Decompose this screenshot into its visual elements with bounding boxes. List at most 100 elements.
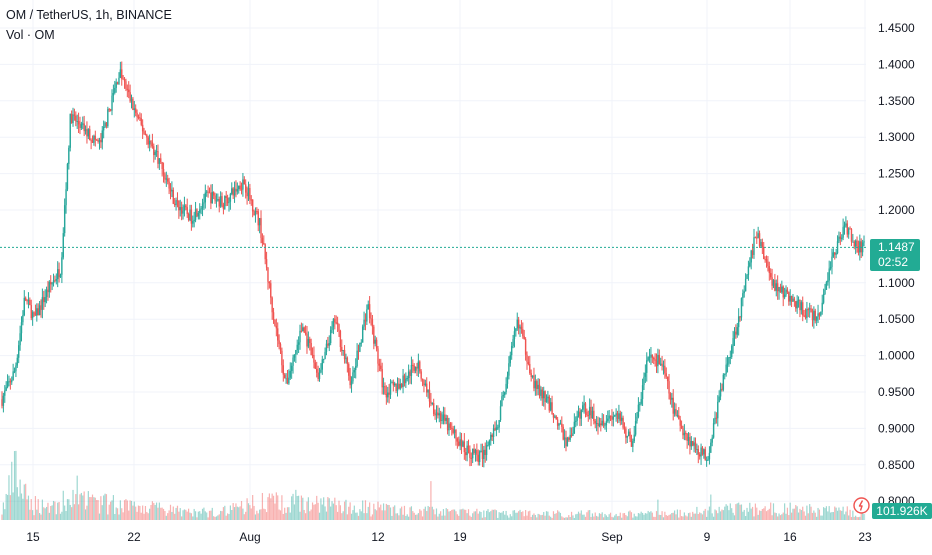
volume-bar (743, 509, 745, 520)
candle-body (756, 237, 758, 239)
candle-body (338, 324, 340, 331)
candle-body (444, 414, 446, 421)
volume-bar (129, 500, 131, 520)
volume-bar (486, 510, 488, 520)
volume-bar (211, 507, 213, 520)
candle-body (303, 327, 305, 333)
volume-bar (572, 515, 574, 520)
candle-body (40, 305, 42, 310)
volume-bar (860, 511, 862, 520)
alert-clock-icon[interactable] (853, 497, 870, 514)
volume-bar (11, 461, 13, 520)
candle-body (187, 214, 190, 221)
candle-body (707, 459, 709, 461)
volume-bar (693, 513, 695, 520)
volume-bar (612, 517, 614, 520)
volume-bar (80, 492, 82, 520)
volume-bar (824, 508, 826, 520)
volume-bar (168, 510, 170, 520)
candle-body (517, 319, 520, 329)
volume-bar (218, 514, 220, 520)
candle-body (146, 134, 148, 138)
volume-bar (27, 495, 30, 520)
volume-bar (694, 513, 697, 520)
candle-body (687, 437, 690, 441)
volume-bar (764, 506, 766, 520)
candle-body (785, 289, 787, 295)
volume-bar (543, 511, 545, 520)
candle-body (327, 343, 329, 346)
volume-bar (519, 509, 521, 520)
candle-body (625, 428, 627, 438)
candle-body (272, 312, 275, 321)
volume-bar (34, 496, 37, 520)
candle-body (522, 329, 524, 337)
volume-bar (664, 511, 666, 520)
volume-bar (162, 508, 165, 520)
candle-body (350, 381, 353, 386)
candle-body (109, 109, 112, 111)
volume-bar (605, 515, 607, 520)
volume-bar (175, 507, 177, 520)
volume-bar (179, 508, 181, 520)
volume-bar (855, 515, 857, 520)
candle-body (689, 437, 691, 447)
volume-bar (618, 515, 620, 520)
grid (0, 0, 866, 520)
volume-bar (728, 510, 730, 520)
candle-body (102, 126, 105, 131)
volume-bar (345, 499, 347, 520)
candle-body (811, 312, 814, 321)
volume-indicator-label[interactable]: Vol · OM (6, 28, 55, 42)
candle-body (602, 420, 605, 426)
candle-body (277, 328, 279, 341)
candle-body (432, 403, 435, 415)
candle-body (817, 313, 819, 317)
candle-body (348, 364, 350, 376)
candle-body (658, 354, 660, 365)
volume-bar (750, 508, 752, 520)
volume-bar (149, 508, 151, 520)
volume-bar (164, 510, 166, 520)
volume-bar (144, 505, 147, 520)
candle-body (800, 302, 803, 311)
volume-bar (169, 504, 172, 520)
volume-bar (706, 516, 708, 520)
candle-body (569, 434, 571, 440)
volume-bar (310, 509, 312, 520)
candle-body (536, 381, 538, 389)
candle-body (641, 385, 644, 399)
candle-body (154, 151, 156, 156)
candle-body (790, 296, 793, 302)
candle-body (519, 326, 521, 329)
candle-body (712, 423, 715, 438)
volume-bar (12, 492, 14, 520)
candle-body (694, 442, 697, 450)
volume-bar (370, 516, 372, 520)
candle-body (297, 342, 300, 345)
candle-body (586, 411, 588, 416)
volume-bar (232, 503, 234, 520)
volume-bar (584, 516, 587, 520)
volume-bar (527, 511, 529, 520)
volume-bar (531, 514, 534, 520)
candle-body (392, 382, 395, 386)
volume-bar (55, 514, 57, 520)
candle-body (215, 200, 218, 202)
candle-body (371, 319, 374, 327)
candle-body (556, 419, 559, 426)
candle-body (604, 425, 606, 427)
volume-bar (545, 511, 548, 520)
volume-bar (570, 511, 573, 520)
volume-bar (431, 506, 433, 520)
volume-bar (360, 511, 362, 520)
volume-bar (208, 510, 211, 520)
candle-body (664, 365, 666, 374)
volume-bar (460, 509, 463, 520)
volume-bar (699, 512, 701, 520)
volume-bar (772, 503, 775, 520)
candle-body (8, 381, 10, 383)
volume-bar (646, 513, 648, 520)
